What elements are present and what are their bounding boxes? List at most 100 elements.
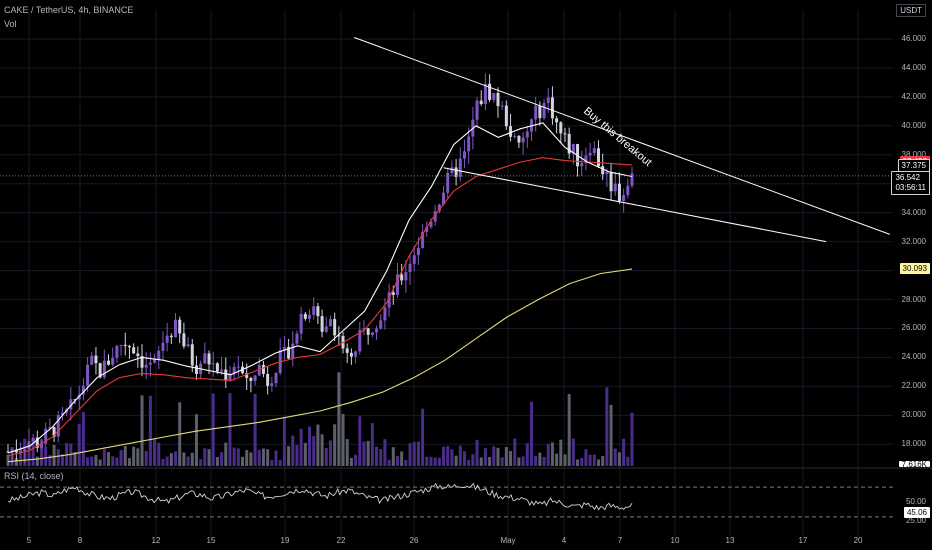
candle-body	[567, 133, 571, 154]
candle-body	[308, 314, 312, 319]
time-tick-label: May	[500, 536, 516, 545]
volume-bar	[601, 456, 605, 466]
volume-bar	[462, 451, 466, 466]
candle-body	[40, 443, 44, 448]
candle-body	[596, 148, 600, 167]
candle-body	[35, 437, 39, 448]
volume-bar	[157, 442, 161, 466]
volume-bar	[40, 439, 44, 466]
volume-bar	[203, 448, 207, 466]
candle-body	[136, 353, 140, 357]
grid	[0, 10, 932, 540]
volume-bar	[534, 455, 538, 466]
candle-body	[467, 136, 471, 152]
volume-bar	[475, 439, 479, 466]
volume-bar	[215, 457, 219, 466]
volume-bar	[270, 459, 274, 466]
volume-bar	[605, 387, 609, 466]
volume-bar	[94, 454, 98, 466]
candle-body	[23, 449, 27, 452]
candle-body	[416, 247, 420, 256]
volume-bar	[626, 456, 630, 466]
volume-bar	[337, 372, 341, 466]
volume-bar	[241, 456, 245, 466]
candle-body	[161, 342, 165, 351]
volume-bar	[295, 445, 299, 466]
rsi-value-tag: 45.06	[903, 507, 930, 518]
breakout-annotation[interactable]: Buy this breakout	[581, 105, 654, 169]
time-tick-label: 26	[409, 536, 419, 545]
volume-bar	[224, 442, 228, 466]
volume-bar	[609, 404, 613, 466]
candle-body	[303, 313, 307, 319]
volume-bar	[580, 457, 584, 466]
volume-bar	[542, 456, 546, 466]
price-tick-label: 44.000	[901, 62, 926, 72]
candle-body	[14, 449, 18, 453]
volume-bar	[391, 447, 395, 466]
candle-body	[362, 328, 366, 331]
candle-body	[56, 415, 60, 437]
volume-bar	[622, 438, 626, 466]
volume-bar	[140, 395, 144, 466]
candle-body	[504, 105, 508, 127]
trendlines[interactable]	[354, 37, 891, 243]
candle-body	[509, 126, 513, 137]
price-tick-label: 18.000	[901, 439, 926, 449]
volume-bar	[471, 454, 475, 466]
volume-bar	[433, 457, 437, 466]
candle-body	[555, 118, 559, 123]
candle-body	[349, 352, 353, 357]
candle-body	[190, 344, 194, 366]
candle-body	[379, 320, 383, 329]
candle-body	[345, 348, 349, 353]
candle-body	[383, 307, 387, 321]
volume-bar	[148, 395, 152, 466]
rsi-line	[7, 482, 633, 511]
volume-bar	[555, 453, 559, 466]
currency-button[interactable]: USDT	[896, 4, 926, 17]
volume-bar	[60, 454, 64, 466]
candle-body	[492, 92, 496, 100]
candle-body	[236, 366, 240, 368]
volume-bar	[341, 414, 345, 466]
candle-body	[73, 399, 77, 401]
volume-bar	[437, 457, 441, 466]
candle-body	[550, 97, 554, 119]
candle-body	[458, 158, 462, 177]
volume-bar	[538, 452, 542, 466]
volume-bar	[287, 446, 291, 466]
volume-bar	[567, 393, 571, 466]
volume-bar	[488, 457, 492, 466]
volume-bar	[450, 449, 454, 466]
candle-body	[328, 319, 332, 327]
volume-bar	[354, 454, 358, 466]
price-tick-label: 34.000	[901, 207, 926, 217]
candle-body	[194, 365, 198, 374]
symbol-title[interactable]: CAKE / TetherUS, 4h, BINANCE	[4, 5, 134, 15]
volume-bar	[299, 428, 303, 466]
candle-body	[27, 441, 31, 450]
candle-body	[215, 363, 219, 372]
candle-body	[48, 427, 52, 429]
volume-bar	[52, 445, 56, 466]
rsi-label[interactable]: RSI (14, close)	[4, 471, 64, 481]
last-price: 36.542	[895, 172, 920, 182]
volume-bar	[358, 416, 362, 466]
candle-body	[232, 367, 236, 374]
volume-bar	[496, 447, 500, 466]
candle-body	[266, 373, 270, 386]
volume-bar	[98, 459, 102, 466]
volume-label[interactable]: Vol	[4, 19, 17, 29]
candle-body	[211, 363, 215, 365]
rsi-tick-label: 25.00	[905, 515, 926, 525]
time-tick-label: 8	[77, 536, 83, 545]
moving-averages	[0, 122, 893, 463]
candle-body	[207, 353, 211, 365]
candle-body	[81, 385, 85, 395]
candle-body	[165, 335, 169, 343]
candle-body	[546, 97, 550, 103]
volume-bar	[6, 454, 10, 466]
candle-body	[69, 399, 73, 410]
